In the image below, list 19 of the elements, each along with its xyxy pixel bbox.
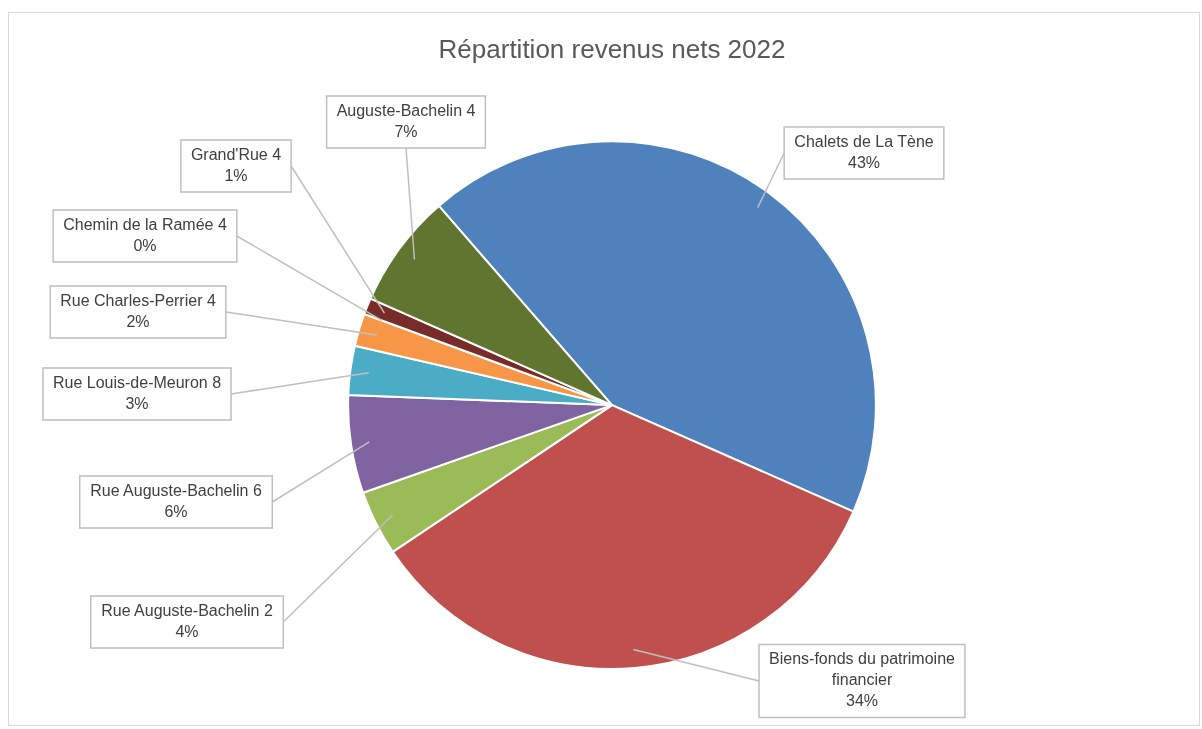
slice-label: Auguste-Bachelin 4 <box>336 101 476 119</box>
slice-label: Grand'Rue 4 <box>190 145 282 163</box>
data-label: 43% <box>847 153 881 171</box>
data-label: 2% <box>126 312 150 330</box>
slice-label: Rue Auguste-Bachelin 2 <box>101 601 273 619</box>
data-label: 34% <box>845 692 879 710</box>
chart-title: Répartition revenus nets 2022 <box>438 33 786 64</box>
data-label: 3% <box>125 394 149 412</box>
data-label: 7% <box>394 122 418 140</box>
text: 0% <box>133 236 157 254</box>
data-label: 6% <box>164 502 188 520</box>
slice-label: Biens-fonds du patrimoine financier <box>769 650 956 689</box>
data-label: 1% <box>224 166 248 184</box>
slice-label: Rue Charles-Perrier 4 <box>60 291 216 309</box>
slice-label: Rue Auguste-Bachelin 6 <box>90 481 262 499</box>
slice-label: Rue Louis-de-Meuron 8 <box>52 373 222 391</box>
category-label: Chemin de la Ramée 4 <box>63 215 227 233</box>
data-label: 4% <box>175 622 199 640</box>
slice-label: Chalets de La Tène <box>794 132 934 150</box>
